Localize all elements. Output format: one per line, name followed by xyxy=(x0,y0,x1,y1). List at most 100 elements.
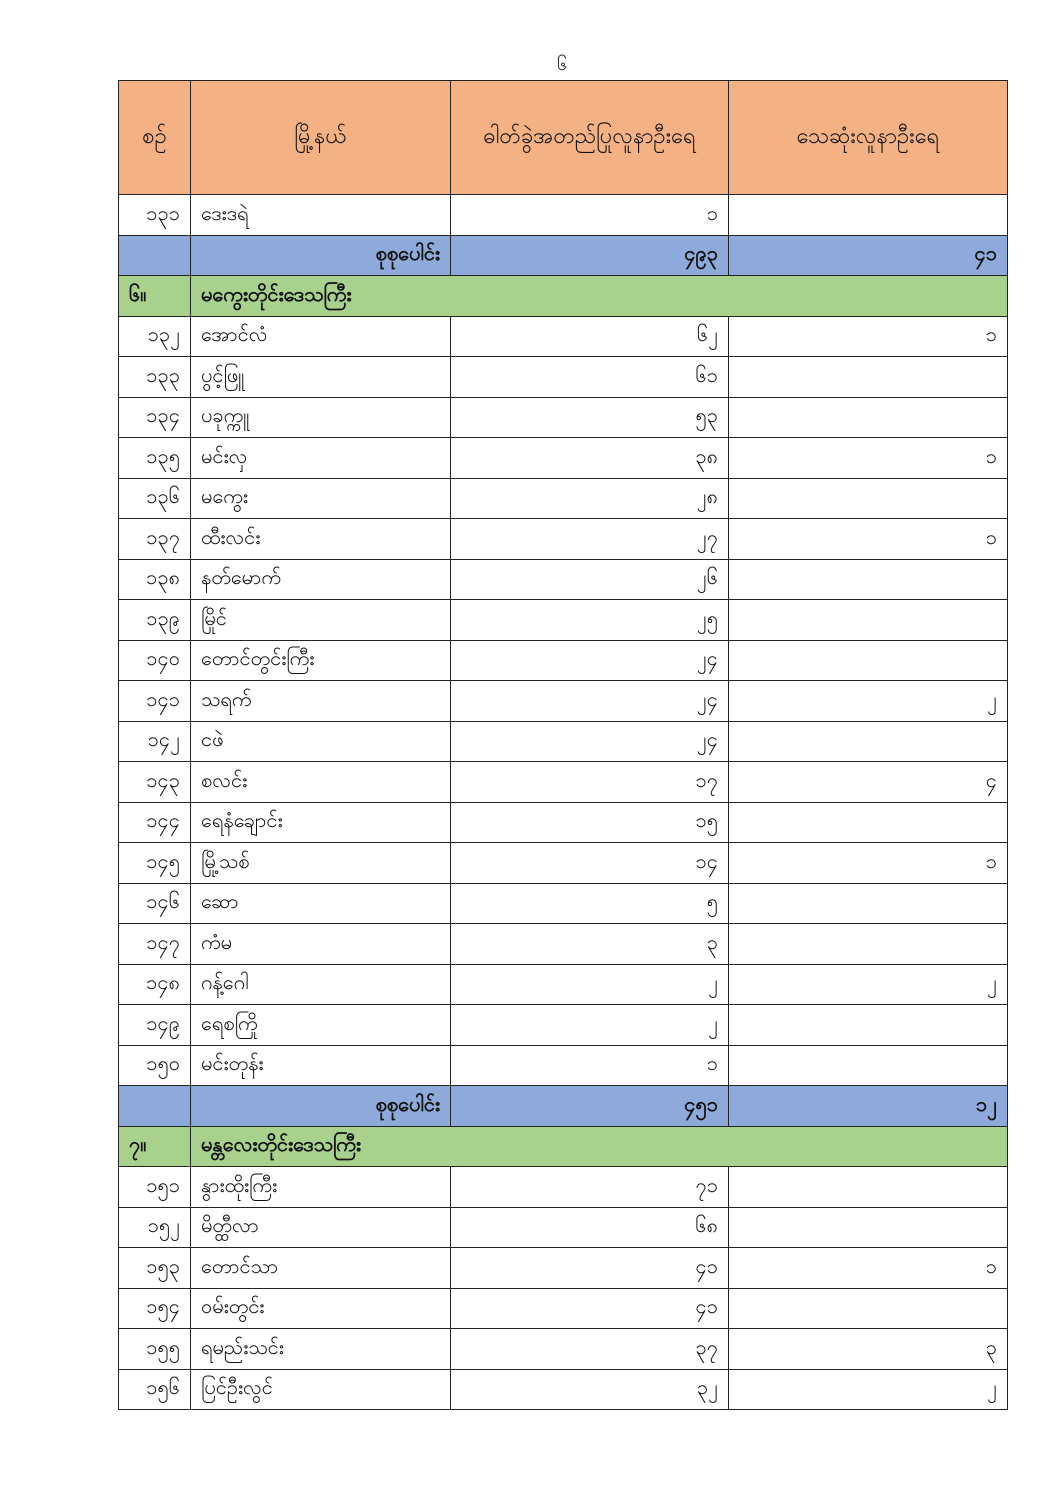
confirmed-count: ၂ xyxy=(450,963,729,1005)
death-count: ၁ xyxy=(728,842,1008,884)
death-count: ၂ xyxy=(728,963,1008,1005)
death-count xyxy=(728,396,1008,438)
death-count xyxy=(728,599,1008,641)
total-row: စုစုပေါင်း ၄၉၃ ၄၁ xyxy=(118,234,1008,276)
township-name: ရမည်းသင်း xyxy=(190,1328,451,1370)
serial-no: ၁၅၃ xyxy=(118,1247,191,1289)
serial-no: ၁၄၇ xyxy=(118,923,191,965)
township-name: ကံမ xyxy=(190,923,451,965)
serial-no: ၁၃၃ xyxy=(118,356,191,398)
total-empty-cell xyxy=(118,234,191,276)
township-name: ရေနံချောင်း xyxy=(190,801,451,843)
township-name: နတ်မောက် xyxy=(190,558,451,600)
serial-no: ၁၃၂ xyxy=(118,315,191,357)
confirmed-count: ၁၅ xyxy=(450,801,729,843)
confirmed-count: ၂၇ xyxy=(450,518,729,560)
confirmed-count: ၃၈ xyxy=(450,437,729,479)
total-confirmed: ၄၅၁ xyxy=(450,1085,729,1127)
death-count xyxy=(728,801,1008,843)
serial-no: ၁၅၀ xyxy=(118,1044,191,1086)
confirmed-count: ၃၂ xyxy=(450,1368,729,1410)
table-row: ၁၃၆ မကွေး ၂၈ xyxy=(118,477,1008,519)
header-confirmed: ဓါတ်ခွဲအတည်ပြုလူနာဦးရေ xyxy=(450,80,729,195)
township-name: မင်းလှ xyxy=(190,437,451,479)
confirmed-count: ၂၄ xyxy=(450,720,729,762)
township-name: မကွေး xyxy=(190,477,451,519)
confirmed-count: ၆၈ xyxy=(450,1206,729,1248)
serial-no: ၁၅၆ xyxy=(118,1368,191,1410)
total-confirmed: ၄၉၃ xyxy=(450,234,729,276)
serial-no: ၁၃၉ xyxy=(118,599,191,641)
confirmed-count: ၁၄ xyxy=(450,842,729,884)
death-count xyxy=(728,1044,1008,1086)
serial-no: ၁၅၄ xyxy=(118,1287,191,1329)
table-row: ၁၄၄ ရေနံချောင်း ၁၅ xyxy=(118,801,1008,843)
region-section-row: ၇။ မန္တလေးတိုင်းဒေသကြီး xyxy=(118,1125,1008,1167)
confirmed-count: ၆၁ xyxy=(450,356,729,398)
table-row: ၁၄၅ မြို့သစ် ၁၄၁ xyxy=(118,842,1008,884)
death-count xyxy=(728,923,1008,965)
table-row: ၁၄၃ စလင်း ၁၇၄ xyxy=(118,761,1008,803)
table-row: ၁၅၀ မင်းတုန်း၁ xyxy=(118,1044,1008,1086)
confirmed-count: ၂၈ xyxy=(450,477,729,519)
confirmed-count: ၇၁ xyxy=(450,1166,729,1208)
total-label: စုစုပေါင်း xyxy=(190,234,451,276)
death-count: ၂ xyxy=(728,1368,1008,1410)
serial-no: ၁၃၅ xyxy=(118,437,191,479)
table-row: ၁၄၀ တောင်တွင်းကြီး ၂၄ xyxy=(118,639,1008,681)
table-row: ၁၃၃ ပွင့်ဖြူ ၆၁ xyxy=(118,356,1008,398)
confirmed-count: ၂ xyxy=(450,1004,729,1046)
table-row: ၁၃၅ မင်းလှ ၃၈၁ xyxy=(118,437,1008,479)
header-serial-no: စဉ် xyxy=(118,80,191,195)
confirmed-count: ၅၃ xyxy=(450,396,729,438)
death-count: ၁ xyxy=(728,1247,1008,1289)
death-count xyxy=(728,882,1008,924)
township-name: အောင်လံ xyxy=(190,315,451,357)
table-row: ၁၅၂ မိတ္ထီလာ ၆၈ xyxy=(118,1206,1008,1248)
header-deaths: သေဆုံးလူနာဦးရေ xyxy=(728,80,1008,195)
death-count xyxy=(728,194,1008,236)
total-deaths: ၄၁ xyxy=(728,234,1008,276)
death-count: ၁ xyxy=(728,315,1008,357)
confirmed-count: ၂၅ xyxy=(450,599,729,641)
township-name: ဝမ်းတွင်း xyxy=(190,1287,451,1329)
page-number: ၆ xyxy=(556,54,568,75)
serial-no: ၁၄၆ xyxy=(118,882,191,924)
township-name: ပွင့်ဖြူ xyxy=(190,356,451,398)
township-name: စလင်း xyxy=(190,761,451,803)
confirmed-count: ၁ xyxy=(450,1044,729,1086)
township-name: မြိုင် xyxy=(190,599,451,641)
region-number: ၇။ xyxy=(118,1125,191,1167)
township-name: သရက် xyxy=(190,680,451,722)
table-row: ၁၄၇ ကံမ၃ xyxy=(118,923,1008,965)
table-row: ၁၃၈ နတ်မောက် ၂၆ xyxy=(118,558,1008,600)
death-count xyxy=(728,639,1008,681)
death-count xyxy=(728,477,1008,519)
table-row: ၁၅၅ ရမည်းသင်း ၃၇၃ xyxy=(118,1328,1008,1370)
death-count: ၁ xyxy=(728,437,1008,479)
table-row: ၁၃၄ ပခုက္ကူ ၅၃ xyxy=(118,396,1008,438)
township-name: ထီးလင်း xyxy=(190,518,451,560)
township-name: ဆော xyxy=(190,882,451,924)
serial-no: ၁၃၄ xyxy=(118,396,191,438)
confirmed-count: ၅ xyxy=(450,882,729,924)
table-body: ၁၃၁ ဒေးဒရဲ၁စုစုပေါင်း ၄၉၃ ၄၁ ၆။ မကွေးတိုင်းဒေ… xyxy=(118,194,1008,1410)
township-name: မင်းတုန်း xyxy=(190,1044,451,1086)
total-row: စုစုပေါင်း ၄၅၁ ၁၂ xyxy=(118,1085,1008,1127)
township-name: နွားထိုးကြီး xyxy=(190,1166,451,1208)
death-count xyxy=(728,1287,1008,1329)
confirmed-count: ၂၄ xyxy=(450,680,729,722)
serial-no: ၁၅၅ xyxy=(118,1328,191,1370)
township-name: ဒေးဒရဲ xyxy=(190,194,451,236)
total-label: စုစုပေါင်း xyxy=(190,1085,451,1127)
region-name: မန္တလေးတိုင်းဒေသကြီး xyxy=(190,1125,1008,1167)
confirmed-count: ၄၁ xyxy=(450,1247,729,1289)
death-count: ၄ xyxy=(728,761,1008,803)
serial-no: ၁၃၈ xyxy=(118,558,191,600)
table-row: ၁၅၄ ဝမ်းတွင်း ၄၁ xyxy=(118,1287,1008,1329)
township-name: ငဖဲ xyxy=(190,720,451,762)
total-deaths: ၁၂ xyxy=(728,1085,1008,1127)
township-name: ဂန့်ဂေါ xyxy=(190,963,451,1005)
serial-no: ၁၄၈ xyxy=(118,963,191,1005)
township-name: တောင်သာ xyxy=(190,1247,451,1289)
